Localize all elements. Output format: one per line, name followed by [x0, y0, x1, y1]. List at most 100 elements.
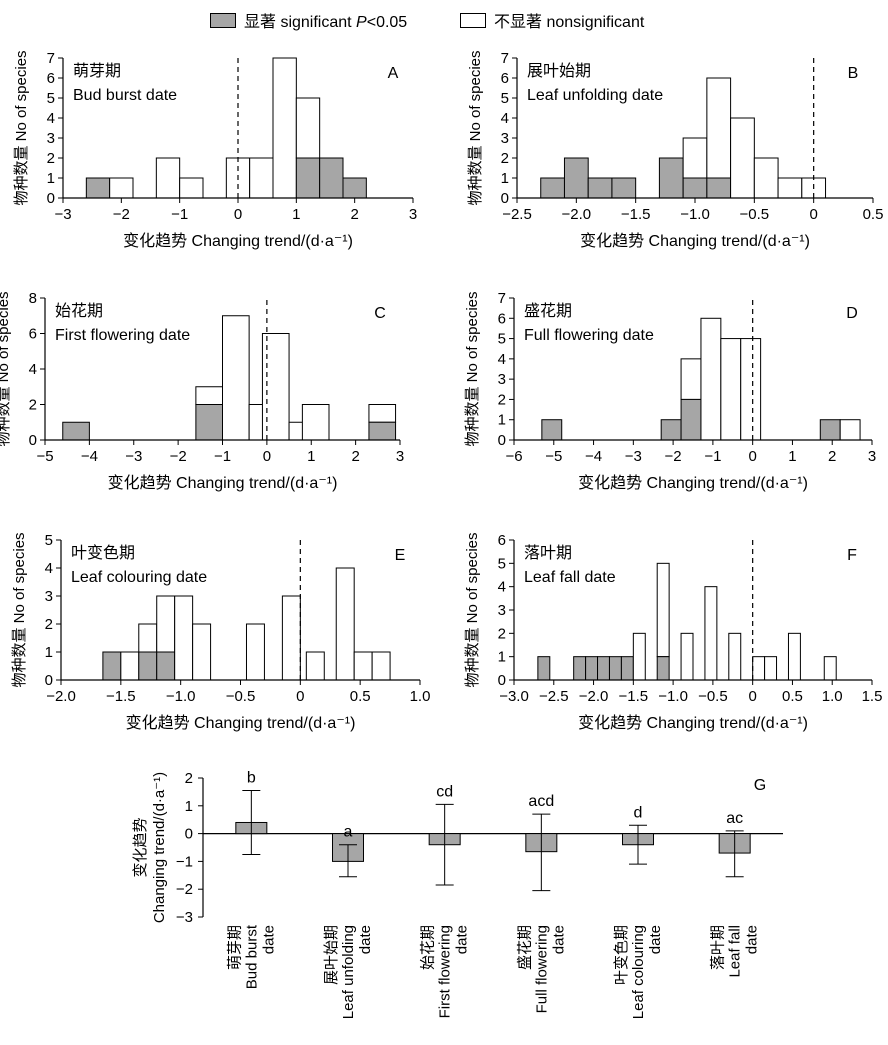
bar-significant [342, 177, 367, 199]
bar-nonsignificant [120, 651, 140, 681]
x-tick-label: −2.0 [562, 206, 592, 223]
y-tick-label: 1 [45, 644, 53, 661]
bar-nonsignificant [777, 177, 803, 199]
y-axis-label: 物种数量 No of species [467, 50, 484, 205]
x-axis-label: 变化趋势 Changing trend/(d·a⁻¹) [123, 232, 353, 250]
category-label-cn: 盛花期 [516, 925, 533, 970]
legend-swatch-significant [210, 12, 236, 28]
x-tick-label: −3 [125, 448, 142, 465]
y-axis-label: 物种数量 No of species [11, 532, 28, 687]
bar-nonsignificant [335, 567, 355, 681]
x-tick-label: 0 [748, 448, 756, 465]
y-tick-label: 2 [185, 770, 193, 787]
bar-nonsignificant [156, 595, 176, 653]
x-tick-label: 0 [748, 688, 756, 705]
x-tick-label: 3 [396, 448, 404, 465]
category-label-en: date [744, 925, 761, 954]
bar-nonsignificant [682, 137, 708, 179]
bar-nonsignificant [301, 404, 330, 441]
x-axis-label: 变化趋势 Changing trend/(d·a⁻¹) [578, 474, 808, 492]
y-axis-label: 物种数量 No of species [464, 532, 481, 687]
significance-letter: a [344, 824, 353, 841]
y-tick-label: 7 [47, 50, 55, 67]
y-tick-label: 6 [29, 326, 37, 343]
x-tick-label: 0.5 [782, 688, 803, 705]
bar-significant [138, 651, 158, 681]
y-tick-label: −2 [176, 881, 193, 898]
y-axis-label: 物种数量 No of species [0, 291, 12, 446]
y-tick-label: 2 [501, 150, 509, 167]
bar-nonsignificant [305, 651, 325, 681]
y-tick-label: 0 [45, 672, 53, 689]
x-tick-label: −0.5 [740, 206, 770, 223]
x-tick-label: 0 [296, 688, 304, 705]
x-tick-label: 0 [809, 206, 817, 223]
category-label-cn: 展叶始期 [323, 925, 340, 985]
x-tick-label: −1 [704, 448, 721, 465]
y-tick-label: 1 [498, 649, 506, 666]
bar-significant [195, 404, 223, 441]
x-tick-label: −3 [54, 206, 71, 223]
panel-title-cn: 萌芽期 [73, 62, 121, 80]
x-tick-label: 1.0 [822, 688, 843, 705]
category-label-en: Full flowering [533, 925, 550, 1013]
panel-title-en: First flowering date [55, 327, 190, 344]
y-tick-label: 0 [47, 190, 55, 207]
bar-significant [680, 398, 702, 441]
bar-nonsignificant [720, 338, 742, 441]
x-tick-label: −4 [585, 448, 602, 465]
x-tick-label: −1 [214, 448, 231, 465]
x-tick-label: −1.5 [106, 688, 136, 705]
x-tick-label: −1 [171, 206, 188, 223]
y-tick-label: 0 [29, 432, 37, 449]
bar-significant [156, 651, 176, 681]
y-tick-label: 3 [498, 371, 506, 388]
bar-significant [541, 419, 563, 441]
panel-title-en: Bud burst date [73, 87, 177, 104]
y-tick-label: −1 [176, 853, 193, 870]
bar-nonsignificant [281, 595, 301, 681]
significance-letter: ac [726, 810, 743, 827]
bar-nonsignificant [764, 656, 778, 681]
bar-significant [368, 421, 397, 441]
bar-nonsignificant [138, 623, 158, 653]
bar-significant [819, 419, 841, 441]
y-tick-label: 1 [185, 798, 193, 815]
y-tick-label: 5 [47, 90, 55, 107]
bar-nonsignificant [195, 386, 223, 405]
x-tick-label: 2 [350, 206, 358, 223]
panel-E: −2.0 −1.5 −1.0 −0.5 0 0.5 1.0 0 1 2 3 4 5 叶变色期 Leaf co… [11, 532, 430, 732]
legend: 显著 significant P<0.05 不显著 nonsignificant [0, 4, 888, 31]
x-tick-label: 0.5 [350, 688, 371, 705]
bar-nonsignificant [752, 656, 766, 681]
bar-significant [573, 656, 587, 681]
y-tick-label: 2 [498, 625, 506, 642]
bar-nonsignificant [823, 656, 837, 681]
y-tick-label: 4 [498, 351, 506, 368]
y-tick-label: 7 [498, 290, 506, 307]
panel-title-en: Full flowering date [524, 327, 654, 344]
category-label-en: date [357, 925, 374, 954]
x-tick-label: 0 [234, 206, 242, 223]
category-label-en: Leaf fall [727, 925, 744, 978]
bar-nonsignificant [174, 595, 194, 681]
y-tick-label: 4 [29, 361, 37, 378]
y-tick-label: 8 [29, 290, 37, 307]
category-label-en: date [454, 925, 471, 954]
bar-significant [620, 656, 634, 681]
x-axis-label: 变化趋势 Changing trend/(d·a⁻¹) [108, 474, 338, 492]
panel-A: −3 −2 −1 0 1 2 3 0 1 2 3 4 5 6 7 萌芽期 Bud burst date A 变化趋势… [13, 50, 417, 250]
y-tick-label: 6 [501, 70, 509, 87]
y-tick-label: 5 [498, 555, 506, 572]
bar-significant [587, 177, 613, 199]
bar-significant [319, 157, 344, 199]
y-tick-label: 4 [498, 579, 506, 596]
bar-nonsignificant [261, 333, 290, 441]
bar-significant [660, 419, 682, 441]
bar-nonsignificant [368, 404, 397, 423]
panel-title-cn: 盛花期 [524, 302, 572, 320]
x-tick-label: 1.5 [862, 688, 883, 705]
x-tick-label: 3 [868, 448, 876, 465]
x-tick-label: 3 [409, 206, 417, 223]
bar-significant [658, 157, 684, 199]
